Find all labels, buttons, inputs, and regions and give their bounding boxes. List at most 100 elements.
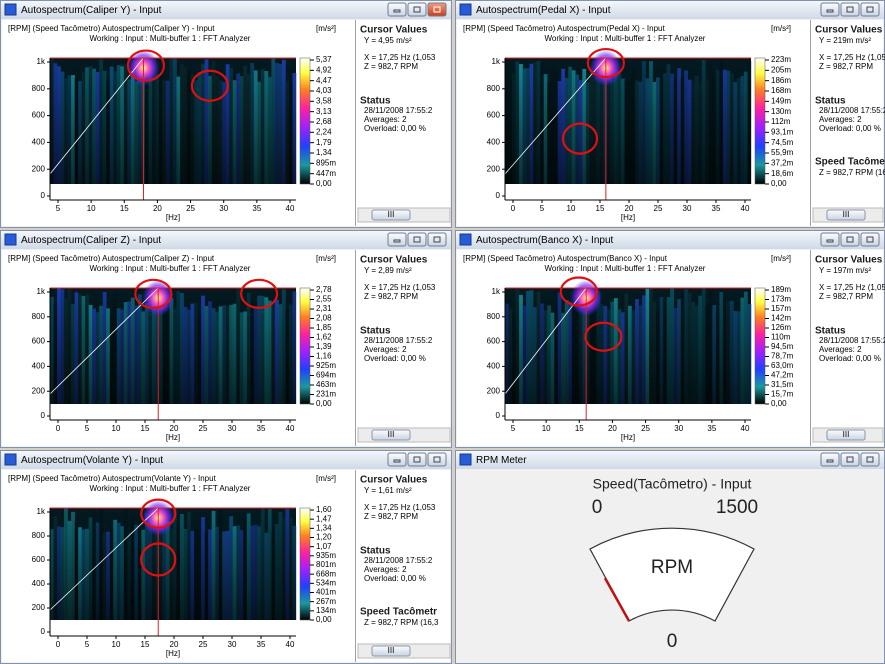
maximize-button[interactable] [407,232,427,247]
order-line [49,507,159,611]
panel-value: 28/11/2008 17:55:2 [364,106,433,115]
panel-value: 28/11/2008 17:55:2 [364,336,433,345]
button-glyph [413,456,421,463]
panel-value: Z = 982,7 RPM [364,512,418,521]
title-bar [1,451,451,469]
y-tick-label: 200 [487,164,501,173]
close-button[interactable] [427,232,447,247]
window-icon [459,453,472,466]
y-tick-label: 0 [41,191,46,200]
window-title: RPM Meter [476,455,527,466]
unit-label: [m/s²] [316,24,336,33]
colorbar-label: 231m [316,390,336,399]
close-button[interactable] [860,232,880,247]
highlight-circle [140,498,177,529]
x-tick-label: 35 [257,424,266,433]
x-tick-label: 30 [228,640,237,649]
x-tick-label: 30 [674,424,683,433]
colorbar-label: 2,31 [316,304,332,313]
colorbar [299,287,311,405]
colorbar [299,57,311,185]
x-tick-label: 5 [85,640,90,649]
panel-heading: Cursor Values [815,25,883,36]
x-tick-label: 15 [141,640,150,649]
spectrum-window[interactable]: Autospectrum(Caliper Y) - Input [RPM] (Sp… [0,0,452,228]
spectrum-window[interactable]: Autospectrum(Pedal X) - Input [RPM] (Spee… [455,0,885,228]
maximize-button[interactable] [407,452,427,467]
button-glyph [393,239,401,243]
spectrum-window[interactable]: Autospectrum(Volante Y) - Input [RPM] (Sp… [0,450,452,664]
x-tick-label: 25 [199,424,208,433]
maximize-button[interactable] [840,2,860,17]
close-button[interactable] [427,2,447,17]
spectrogram-shade [50,508,296,620]
highlight-circle [559,276,598,307]
colorbar-label: 112m [771,117,791,126]
scroll-thumb[interactable] [371,645,411,657]
scroll-thumb[interactable] [371,209,411,221]
spectrum-window[interactable]: Autospectrum(Caliper Z) - Input [RPM] (Sp… [0,230,452,448]
y-tick-label: 1k [37,57,46,66]
x-tick-label: 20 [608,424,617,433]
title-bar [1,231,451,249]
y-tick-label: 200 [32,164,46,173]
window-icon [4,3,17,16]
x-tick-label: 25 [186,204,195,213]
x-tick-label: 40 [741,204,750,213]
x-tick-label: 25 [199,640,208,649]
x-tick-label: 20 [625,204,634,213]
y-tick-label: 600 [32,555,46,564]
panel-value: Z = 982,7 RPM (16,3 [819,168,885,177]
scroll-thumb[interactable] [371,429,411,441]
scroll-thumb[interactable] [826,429,866,441]
y-tick-label: 1k [37,507,46,516]
x-axis-label: [Hz] [166,213,180,222]
unit-label: [m/s²] [771,24,791,33]
maximize-button[interactable] [407,2,427,17]
close-button[interactable] [860,452,880,467]
button-glyph [866,456,874,463]
window-title: Autospectrum(Caliper Z) - Input [21,235,161,246]
scroll-grip: III [843,430,850,439]
highlight-circle [586,47,625,79]
panel-heading: Cursor Values [815,255,883,266]
spectrum-window[interactable]: Autospectrum(Banco X) - Input [RPM] (Spee… [455,230,885,448]
panel-value: 28/11/2008 17:55:2 [819,336,885,345]
colorbar [754,287,766,405]
colorbar-label: 55,9m [771,148,794,157]
x-tick-label: 5 [56,204,61,213]
meter-unit: RPM [651,557,693,578]
colorbar-label: 0,00 [771,179,787,188]
panel-heading: Status [360,326,391,337]
y-tick-label: 0 [496,191,501,200]
panel-value: X = 17,25 Hz (1,053 [364,503,436,512]
x-tick-label: 5 [511,424,516,433]
rpm-window[interactable]: RPM Meter Speed(Tacômetro) - Input 0 1500 RP… [455,450,885,664]
x-tick-label: 35 [707,424,716,433]
x-axis-label: [Hz] [166,433,180,442]
x-axis-label: [Hz] [621,433,635,442]
colorbar-label: 4,03 [316,86,332,95]
colorbar-label: 2,78 [316,285,332,294]
maximize-button[interactable] [840,232,860,247]
plot-subheader: Working : Input : Multi-buffer 1 : FFT A… [90,264,251,273]
maximize-button[interactable] [840,452,860,467]
colorbar-label: 189m [771,285,791,294]
colorbar-label: 63,0m [771,361,794,370]
close-button[interactable] [427,452,447,467]
button-glyph [846,236,854,243]
meter-heading: Speed(Tacômetro) - Input [593,476,752,492]
window-icon [4,233,17,246]
button-glyph [846,6,854,13]
colorbar-label: 1,60 [316,505,332,514]
colorbar-label: 1,47 [316,514,332,523]
plot-subheader: Working : Input : Multi-buffer 1 : FFT A… [545,34,706,43]
colorbar-label: 130m [771,107,791,116]
colorbar-label: 142m [771,314,791,323]
x-tick-label: 30 [219,204,228,213]
window-icon [459,3,472,16]
scroll-thumb[interactable] [826,209,866,221]
colorbar-label: 2,68 [316,117,332,126]
close-button[interactable] [860,2,880,17]
